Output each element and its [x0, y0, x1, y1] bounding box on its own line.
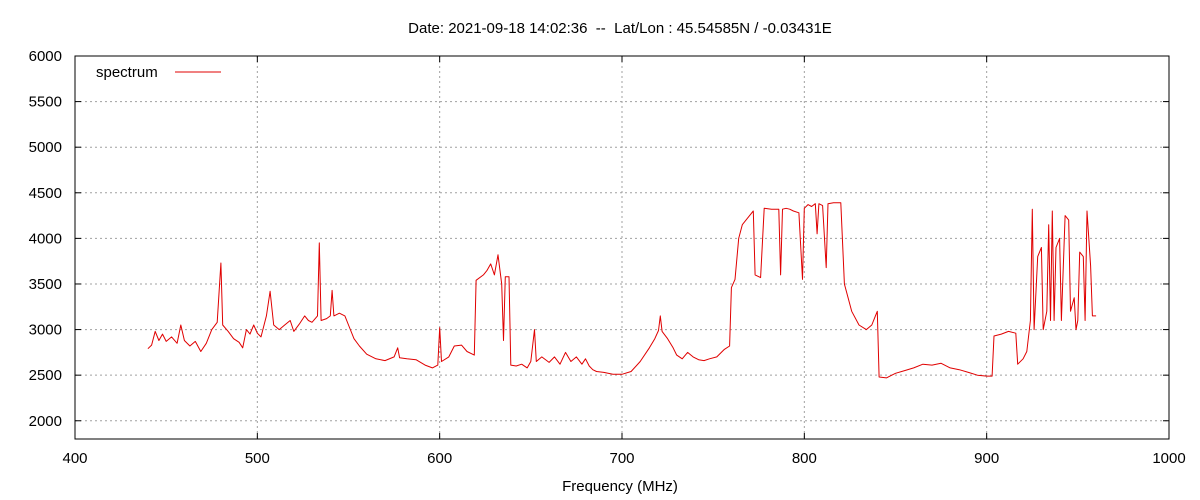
legend-label-spectrum: spectrum — [96, 64, 158, 81]
y-tick-label: 4500 — [29, 185, 62, 202]
y-tick-label: 5500 — [29, 94, 62, 111]
grid-lines — [75, 56, 1169, 439]
y-tick-label: 6000 — [29, 48, 62, 65]
x-axis-label: Frequency (MHz) — [562, 478, 678, 495]
x-tick-labels: 400 500 600 700 800 900 1000 — [62, 450, 1185, 467]
x-tick-label: 600 — [427, 450, 452, 467]
y-tick-label: 4000 — [29, 230, 62, 247]
x-tick-label: 1000 — [1152, 450, 1185, 467]
series-line-spectrum — [147, 202, 1097, 379]
legend: spectrum — [84, 60, 228, 84]
y-tick-label: 3000 — [29, 322, 62, 339]
chart-title: Date: 2021-09-18 14:02:36 -- Lat/Lon : 4… — [408, 20, 832, 37]
y-tick-label: 3500 — [29, 276, 62, 293]
y-tick-label: 2000 — [29, 413, 62, 430]
series-layer — [147, 202, 1097, 379]
x-tick-label: 500 — [245, 450, 270, 467]
y-tick-labels: 2000 2500 3000 3500 4000 4500 5000 5500 6000 — [29, 48, 62, 430]
y-tick-label: 2500 — [29, 367, 62, 384]
axis-ticks — [74, 55, 1170, 439]
y-tick-label: 5000 — [29, 139, 62, 156]
x-tick-label: 800 — [792, 450, 817, 467]
x-tick-label: 700 — [609, 450, 634, 467]
x-tick-label: 400 — [62, 450, 87, 467]
x-tick-label: 900 — [974, 450, 999, 467]
